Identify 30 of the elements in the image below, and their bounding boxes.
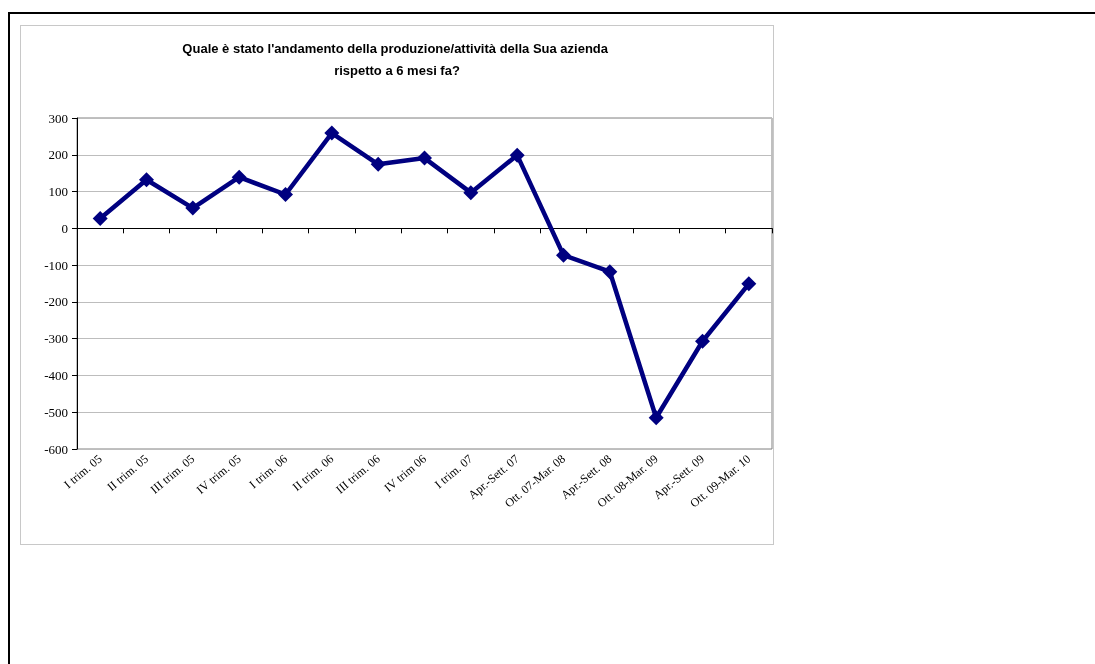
- point: [92, 210, 108, 226]
- point: [556, 247, 571, 263]
- y-tick-label: 0: [61, 220, 68, 236]
- point: [602, 264, 618, 280]
- y-tick-label: -500: [44, 404, 68, 420]
- y-tick-label: -100: [44, 257, 68, 273]
- point: [509, 147, 525, 163]
- x-tick-label: I trim. 06: [246, 451, 290, 492]
- y-tick-label: -600: [44, 441, 68, 457]
- y-tick-label: 300: [48, 110, 68, 126]
- point: [370, 156, 386, 172]
- point: [278, 187, 293, 202]
- point: [741, 276, 757, 292]
- y-tick-label: 100: [48, 184, 68, 200]
- point: [463, 185, 479, 201]
- y-tick-label: -400: [44, 367, 68, 383]
- point: [648, 410, 664, 426]
- y-tick-label: -200: [44, 294, 68, 310]
- x-tick-label: IV trim 06: [381, 451, 429, 495]
- y-tick-label: 200: [48, 147, 68, 163]
- chart-title: Quale è stato l'andamento della produzione/attività della Sua azienda rispetto a 6 mesi fa?: [182, 40, 612, 78]
- point: [417, 150, 432, 166]
- x-tick-label: IV trim. 05: [193, 451, 244, 497]
- x-tick-label: II trim. 05: [104, 451, 151, 494]
- y-tick-label: -300: [44, 331, 68, 347]
- point: [695, 333, 710, 349]
- point: [231, 169, 247, 185]
- point: [324, 125, 340, 141]
- point: [139, 172, 154, 188]
- point: [185, 200, 201, 216]
